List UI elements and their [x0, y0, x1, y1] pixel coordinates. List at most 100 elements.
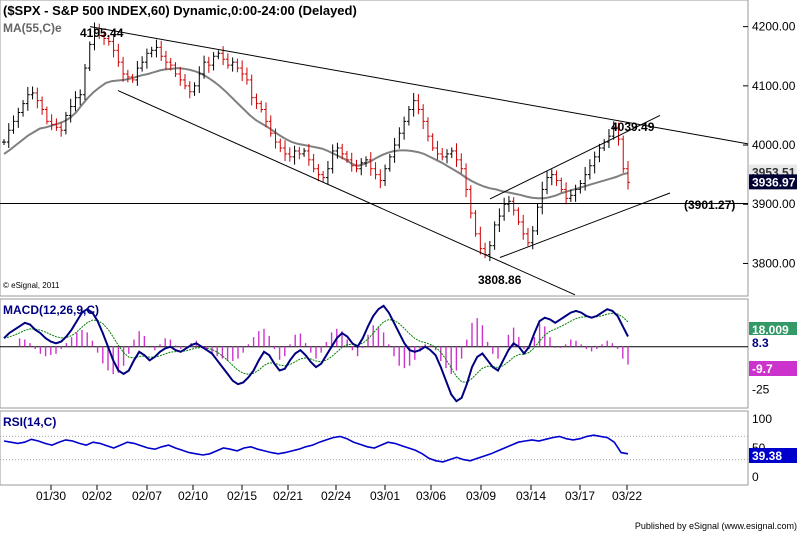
price-bar: [163, 50, 168, 70]
xtick-label: 02/07: [132, 489, 162, 503]
rsi-ytick-label: 0: [752, 470, 759, 484]
price-bar: [82, 63, 87, 101]
price-bar: [564, 182, 569, 205]
price-bar: [511, 197, 516, 216]
price-bar: [268, 115, 273, 137]
macd-value-tag-bg: [749, 322, 797, 337]
price-bar: [135, 60, 140, 86]
price-bar: [2, 139, 6, 146]
price-bar: [68, 98, 73, 123]
ma-line: [3, 67, 629, 200]
price-bar: [321, 171, 326, 182]
price-bar: [611, 121, 616, 140]
price-bar: [592, 151, 597, 174]
rsi-value-tag-bg: [749, 448, 797, 463]
price-bar: [206, 56, 211, 73]
price-bar: [292, 145, 297, 165]
rsi-ytick-label: 100: [752, 412, 772, 426]
price-bar: [287, 147, 292, 162]
esignal-copyright: © eSignal, 2011: [3, 281, 60, 290]
price-bar: [597, 143, 602, 163]
price-bar: [559, 177, 564, 193]
price-bar: [468, 185, 473, 219]
price-bar: [44, 106, 49, 125]
price-bar: [535, 203, 540, 236]
rsi-line: [3, 434, 629, 463]
price-bar: [11, 115, 16, 134]
price-bar: [63, 111, 68, 135]
price-bar: [259, 100, 264, 113]
price-bar: [583, 166, 588, 191]
price-bar: [306, 143, 311, 166]
xtick-label: 02/21: [273, 489, 303, 503]
histogram-value-tag: -9.7: [749, 361, 797, 376]
price-bar: [49, 114, 54, 131]
price-bar: [392, 137, 397, 163]
price-bar: [411, 92, 416, 117]
histogram-value-tag-text: -9.7: [752, 362, 773, 376]
price-bar: [492, 221, 497, 250]
price-bar: [340, 143, 345, 160]
price-bar: [130, 74, 135, 83]
price-bar: [316, 163, 321, 182]
price-bar: [373, 162, 378, 180]
price-bar: [554, 170, 559, 186]
price-bar: [254, 93, 259, 109]
signal-value-tag: 8.3: [749, 335, 797, 350]
price-bar: [311, 153, 316, 173]
price-bar: [102, 30, 107, 45]
price-bar: [402, 116, 407, 140]
price-bar: [587, 159, 592, 180]
price-bar: [283, 140, 288, 162]
price-bar: [440, 148, 445, 161]
price-bar: [383, 164, 388, 186]
xtick-label: 03/06: [416, 489, 446, 503]
annotation-3901: (3901.27): [684, 198, 735, 212]
price-bar: [244, 67, 249, 85]
price-bar: [168, 58, 173, 71]
price-bar: [87, 41, 92, 72]
price-bar: [459, 153, 464, 174]
signal-value-tag-text: 8.3: [752, 336, 769, 350]
price-bar: [125, 69, 130, 83]
price-bar: [106, 34, 111, 46]
price-bar: [502, 197, 507, 221]
price-bar: [378, 169, 383, 189]
price-panel-frame: [0, 0, 749, 297]
price-bar: [216, 50, 221, 60]
last-price-tag: 3936.97: [749, 174, 797, 190]
price-bar: [549, 169, 554, 186]
price-bar: [297, 146, 302, 160]
macd-panel-label: MACD(12,26,9,C): [3, 303, 99, 317]
price-bar: [183, 74, 188, 90]
price-bar: [540, 181, 545, 215]
price-bar: [368, 152, 373, 176]
price-bar: [349, 152, 354, 172]
price-bar: [497, 208, 502, 233]
annotation-4039: 4039.49: [611, 120, 655, 134]
price-bar: [430, 133, 435, 151]
price-bar: [121, 56, 126, 82]
price-bar: [621, 135, 626, 173]
price-bar: [54, 118, 59, 131]
price-bar: [473, 210, 478, 237]
rsi-value-tag: 39.38: [749, 448, 797, 463]
price-bar: [249, 74, 254, 106]
price-bar: [421, 104, 426, 130]
annotation-3808: 3808.86: [478, 273, 522, 287]
macd-line: [3, 304, 629, 403]
price-bar: [525, 227, 530, 247]
price-bar: [521, 214, 526, 240]
price-bar: [16, 107, 21, 128]
price-ytick-label: 4100.00: [752, 79, 796, 93]
price-ytick-label: 4200.00: [752, 20, 796, 34]
last-price-tag-bg: [749, 174, 797, 190]
price-bar: [444, 149, 449, 164]
price-bar: [202, 55, 207, 79]
price-bar: [573, 184, 578, 202]
price-bar: [335, 142, 340, 159]
price-bar: [454, 143, 459, 167]
price-bar: [230, 57, 235, 72]
